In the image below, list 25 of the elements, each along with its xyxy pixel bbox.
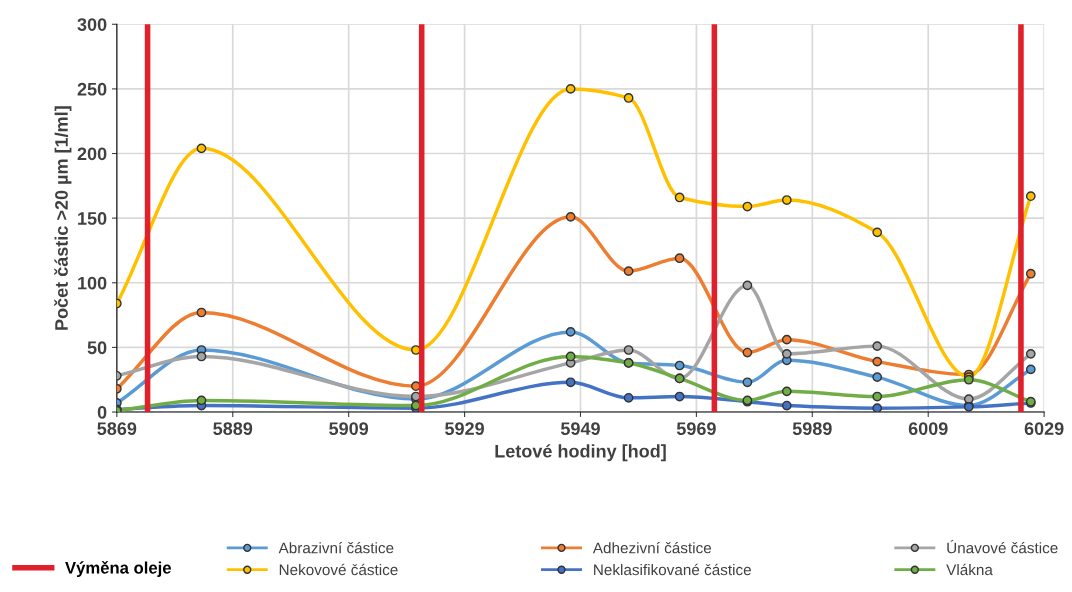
- legend-label: Vlákna: [946, 563, 993, 576]
- x-tick-label: 5909: [329, 422, 369, 436]
- x-tick-label: 5969: [676, 422, 716, 436]
- y-tick-label: 250: [77, 82, 107, 96]
- x-tick-label: 5869: [97, 422, 137, 436]
- y-tick-label: 150: [78, 212, 107, 225]
- legend-label: Únavové částice: [947, 539, 1058, 554]
- legend-label: Výměna oleje: [65, 561, 171, 577]
- x-tick-label: 5989: [792, 422, 832, 436]
- x-axis-title: Letové hodiny [hod]: [495, 444, 666, 462]
- x-tick-label: 5949: [560, 422, 600, 436]
- x-tick-label: 6029: [1024, 422, 1064, 436]
- y-axis-title: Počet částic >20 µm [1/ml]: [54, 106, 72, 330]
- legend-label: Neklasifikované částice: [594, 563, 751, 576]
- y-tick-label: 200: [77, 147, 107, 161]
- y-tick-label: 50: [87, 341, 107, 355]
- legend-label: Nekovové částice: [279, 563, 398, 576]
- x-tick-label: 5889: [213, 422, 253, 436]
- legend-label: Abrazivní částice: [278, 541, 394, 554]
- y-tick-label: 0: [97, 405, 107, 419]
- legend-label: Adhezivní částice: [592, 541, 712, 554]
- x-tick-label: 5929: [445, 422, 484, 436]
- y-tick-label: 100: [78, 276, 107, 290]
- y-tick-label: 300: [77, 18, 107, 32]
- x-tick-label: 6009: [908, 422, 948, 436]
